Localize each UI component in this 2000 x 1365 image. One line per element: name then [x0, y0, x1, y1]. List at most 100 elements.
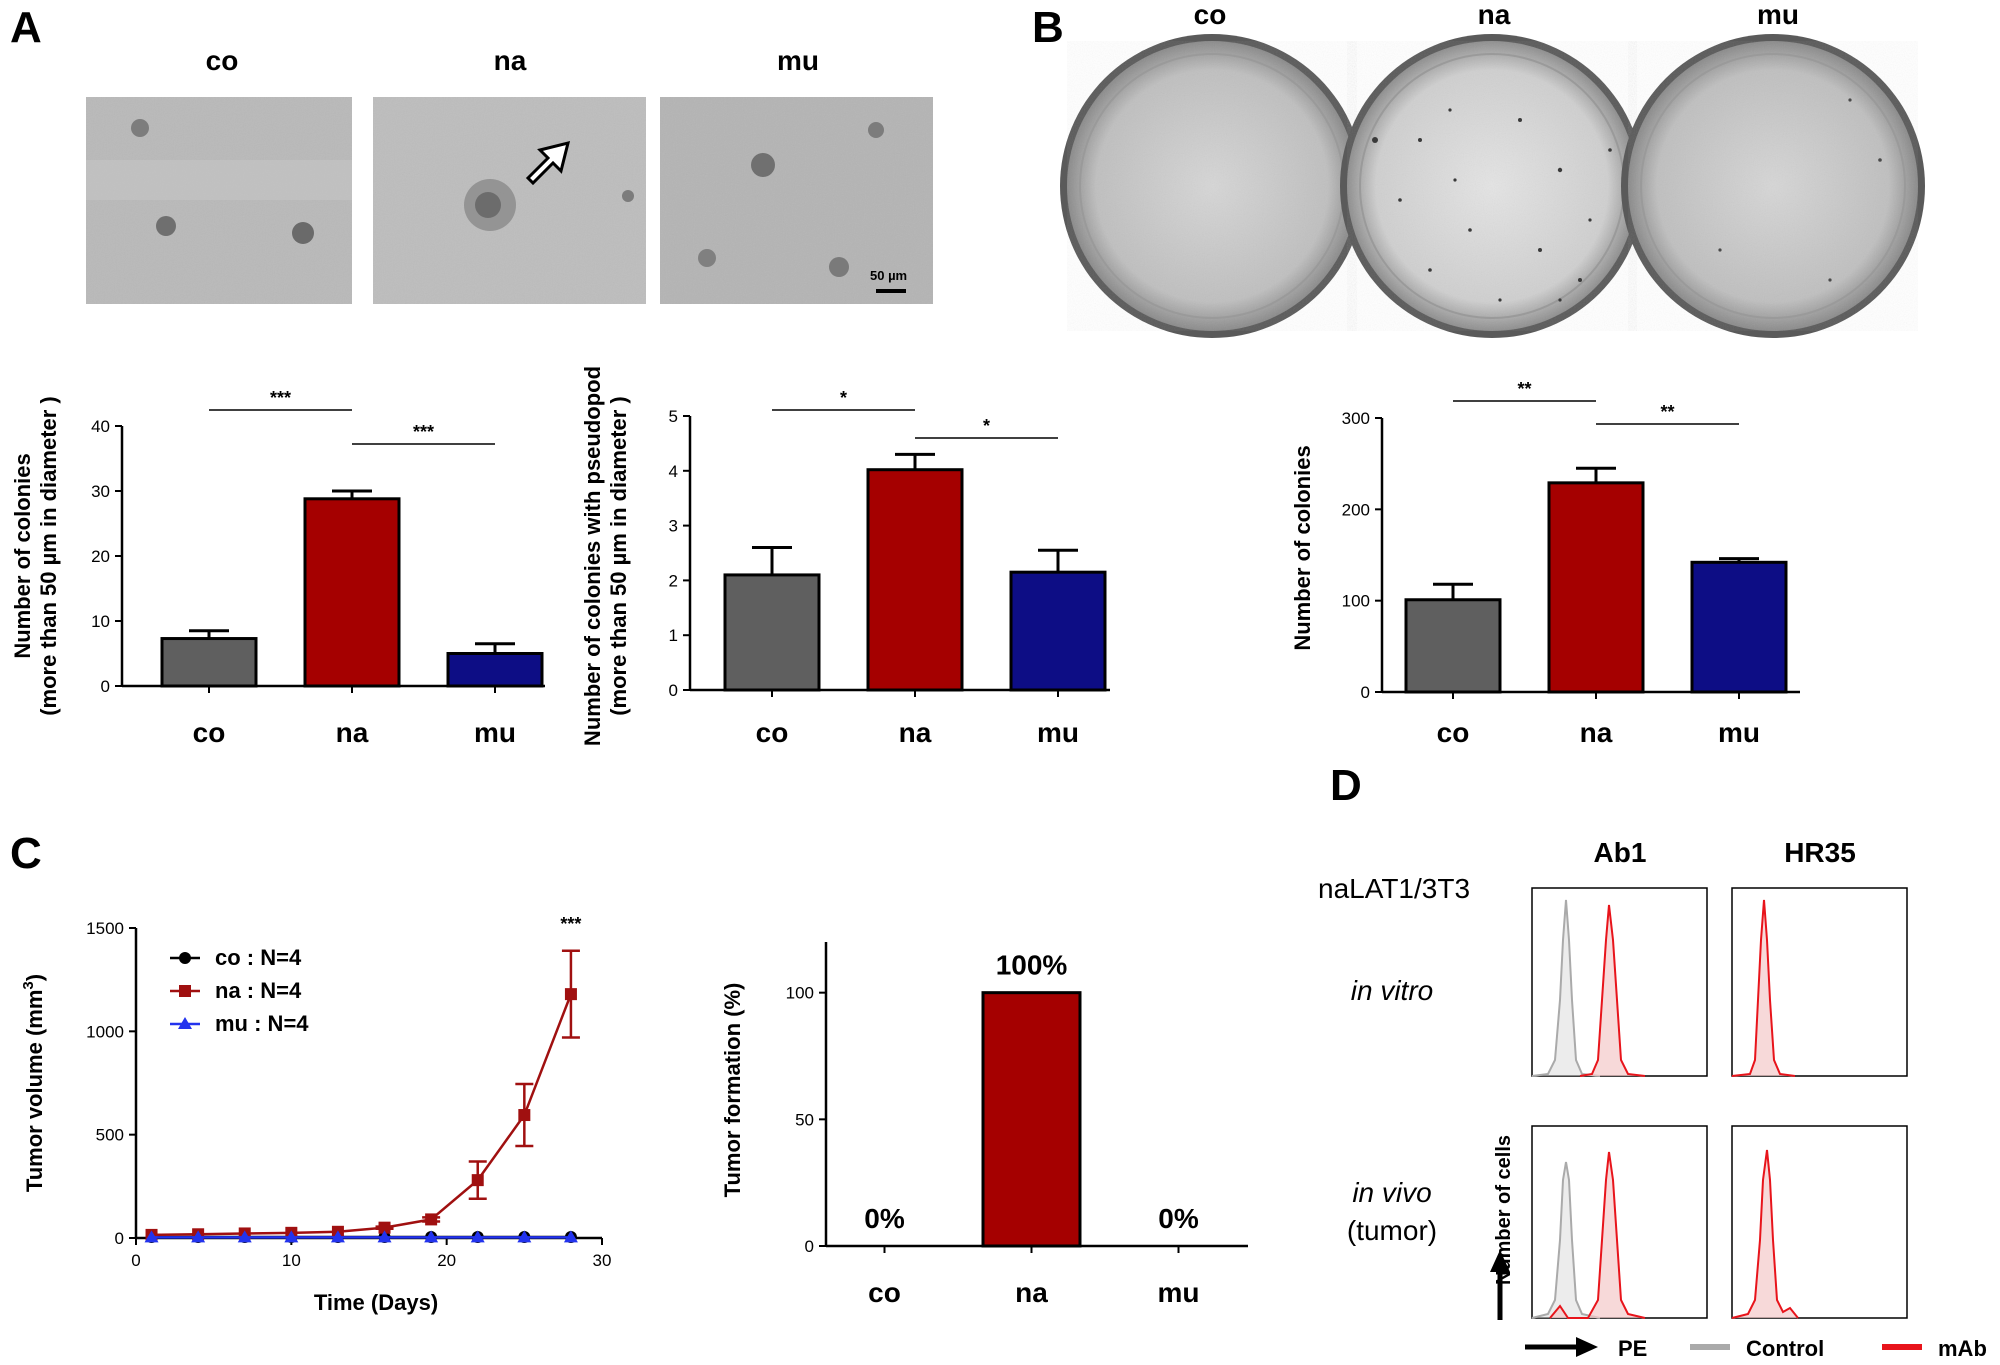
column-label-ab1: Ab1: [1594, 837, 1647, 868]
scale-bar-label: 50 µm: [870, 268, 907, 283]
x-axis-label-pe: PE: [1618, 1336, 1647, 1361]
row-sublabel-tumor: (tumor): [1347, 1215, 1437, 1246]
legend-label-mab: mAb: [1938, 1336, 1987, 1361]
micrograph-mu: 50 µm: [660, 97, 933, 304]
bar-na: [303, 497, 401, 688]
point-na: [471, 1174, 484, 1187]
significance-label: **: [1660, 402, 1674, 422]
chart-pseudopod: 0 1 2 3 4 5 co na mu * * Number of colonies with ps…: [580, 366, 1110, 748]
y-axis-label-line2: (more than 50 µm in diameter ): [36, 396, 61, 716]
bar-co: [1404, 598, 1502, 694]
y-tick-label: 500: [96, 1126, 124, 1145]
point-mu: [470, 1230, 485, 1243]
y-axis-label-line2: (more than 50 µm in diameter ): [606, 396, 631, 716]
plate-label-na: na: [1478, 0, 1511, 30]
y-axis-label: Number of colonies: [10, 453, 35, 658]
data-label-na: 100%: [996, 950, 1068, 981]
x-tick-label: 30: [593, 1251, 612, 1270]
plate-mu: [1621, 34, 1925, 338]
category-label-co: co: [193, 717, 226, 748]
significance-label: *: [840, 388, 847, 408]
plate-label-mu: mu: [1757, 0, 1799, 30]
y-tick-label: 1000: [86, 1022, 124, 1041]
point-mu: [424, 1230, 439, 1243]
category-label-mu: mu: [1158, 1277, 1200, 1308]
category-label-co: co: [756, 717, 789, 748]
point-na: [378, 1221, 391, 1234]
y-tick-label: 100: [1342, 592, 1370, 611]
category-label-co: co: [868, 1277, 901, 1308]
y-tick-label: 0: [669, 681, 678, 700]
significance-label: ***: [413, 422, 434, 442]
point-na: [425, 1213, 438, 1226]
chart-tumor-volume: 0 500 1000 1500 0 10 20 30 co : N=4 na : N=4 mu : …: [20, 914, 611, 1315]
plate-co: [1060, 34, 1364, 338]
y-tick-label: 5: [669, 407, 678, 426]
y-axis-label: Number of colonies: [1290, 445, 1315, 650]
y-tick-label: 200: [1342, 500, 1370, 519]
histogram-hr35-in-vivo: [1731, 1125, 1908, 1319]
panel-a-micrographs: co na mu 50 µm: [86, 45, 933, 304]
point-mu: [563, 1230, 578, 1243]
category-label-mu: mu: [1037, 717, 1079, 748]
y-tick-label: 4: [669, 462, 678, 481]
arrow-icon: [525, 140, 571, 186]
category-label-na: na: [899, 717, 932, 748]
bar-mu: [1009, 570, 1107, 692]
point-mu: [237, 1230, 252, 1243]
y-tick-label: 0: [1361, 683, 1370, 702]
legend-label-na: na : N=4: [215, 978, 302, 1003]
legend-label-mu: mu : N=4: [215, 1011, 309, 1036]
point-na: [518, 1109, 531, 1122]
right-arrow-icon: [1576, 1337, 1598, 1357]
legend-marker-na: [179, 985, 191, 997]
y-tick-label: 20: [91, 547, 110, 566]
bar-na: [866, 468, 964, 692]
category-label-mu: mu: [1718, 717, 1760, 748]
chart-tumor-formation: 0 50 100 co 0% na 100% mu 0% Tumor formation (%): [720, 942, 1248, 1308]
y-tick-label: 300: [1342, 409, 1370, 428]
y-tick-label: 3: [669, 517, 678, 536]
legend-label-control: Control: [1746, 1336, 1824, 1361]
data-label-co: 0%: [864, 1203, 905, 1234]
bar-mu: [1690, 560, 1788, 694]
micrograph-co: [86, 97, 352, 304]
chart-plate-colonies: 0 100 200 300 co na mu ** ** Number of colonies: [1290, 379, 1800, 748]
category-label-mu: mu: [474, 717, 516, 748]
y-axis-label: Tumor formation (%): [720, 983, 745, 1198]
chart-colonies: 0 10 20 30 40 co na mu *** *** Number of colonies(…: [10, 388, 545, 748]
y-axis-label: Tumor volume (mm3): [20, 974, 47, 1192]
x-axis-label: Time (Days): [314, 1290, 438, 1315]
y-tick-label: 1: [669, 626, 678, 645]
y-axis-label-cells: Number of cells: [1493, 1135, 1515, 1285]
histogram-hr35-in-vitro: [1731, 887, 1908, 1077]
y-tick-label: 10: [91, 612, 110, 631]
category-label-na: na: [1015, 1277, 1048, 1308]
legend-marker-mu: [178, 1017, 192, 1029]
bar-mu: [446, 652, 544, 688]
point-mu: [377, 1230, 392, 1243]
up-arrow-icon: [1490, 1250, 1510, 1272]
plate-na: [1340, 34, 1644, 338]
category-label-co: co: [1437, 717, 1470, 748]
bar-co: [723, 573, 821, 692]
point-mu: [284, 1230, 299, 1243]
panel-label-d: D: [1330, 761, 1362, 810]
category-label-na: na: [336, 717, 369, 748]
category-label-na: na: [1580, 717, 1613, 748]
histogram-ab1-in-vitro: [1531, 887, 1708, 1077]
significance-label: *: [983, 416, 990, 436]
significance-label: **: [1517, 379, 1531, 399]
y-axis-label: Number of colonies with pseudopod: [580, 366, 605, 746]
scale-bar: [876, 289, 906, 293]
x-tick-label: 20: [437, 1251, 456, 1270]
bar-na: [1547, 481, 1645, 694]
y-tick-label: 0: [101, 677, 110, 696]
point-mu: [517, 1230, 532, 1243]
point-mu: [191, 1230, 206, 1243]
plate-label-co: co: [1194, 0, 1227, 30]
y-tick-label: 1500: [86, 919, 124, 938]
significance-label: ***: [560, 914, 581, 934]
point-na: [564, 988, 577, 1001]
